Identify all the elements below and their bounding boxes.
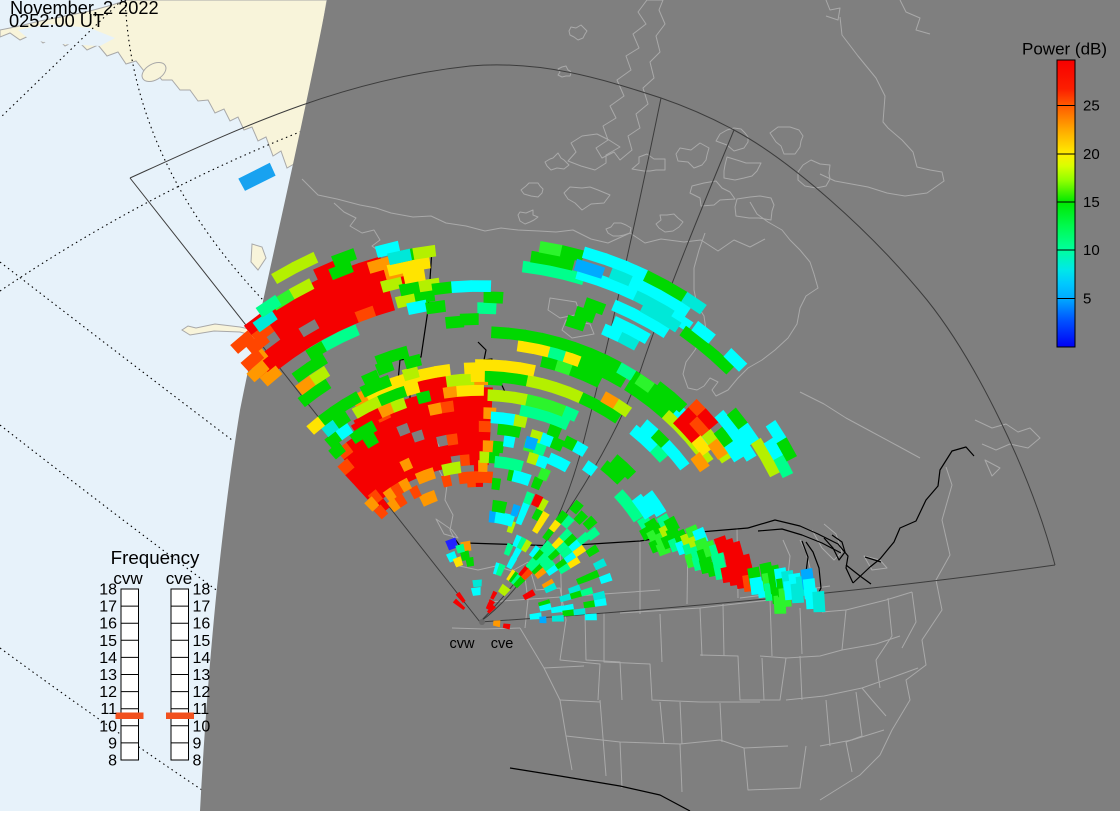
svg-text:17: 17 (193, 599, 211, 616)
svg-text:8: 8 (193, 753, 202, 770)
svg-text:14: 14 (193, 650, 211, 667)
svg-text:13: 13 (99, 667, 117, 684)
svg-text:18: 18 (99, 582, 117, 599)
svg-text:10: 10 (99, 718, 117, 735)
svg-text:Frequency: Frequency (111, 547, 200, 568)
svg-text:cvw: cvw (450, 636, 476, 652)
svg-text:8: 8 (108, 753, 117, 770)
svg-text:16: 16 (99, 616, 117, 633)
svg-text:15: 15 (99, 633, 117, 650)
svg-text:cve: cve (491, 636, 514, 652)
svg-text:November, 2 2022: November, 2 2022 (10, 0, 159, 18)
svg-text:14: 14 (99, 650, 117, 667)
svg-text:12: 12 (193, 684, 211, 701)
svg-text:10: 10 (193, 718, 211, 735)
svg-text:12: 12 (99, 684, 117, 701)
svg-text:9: 9 (193, 735, 202, 752)
svg-text:13: 13 (193, 667, 211, 684)
svg-text:20: 20 (1083, 146, 1100, 163)
svg-text:16: 16 (193, 616, 211, 633)
svg-text:15: 15 (1083, 194, 1100, 211)
svg-text:25: 25 (1083, 98, 1100, 115)
svg-text:cvw: cvw (113, 569, 143, 588)
svg-text:Power (dB): Power (dB) (1022, 40, 1107, 59)
svg-text:11: 11 (100, 701, 117, 718)
svg-text:10: 10 (1083, 242, 1100, 259)
svg-text:9: 9 (108, 735, 117, 752)
svg-text:18: 18 (193, 582, 211, 599)
svg-text:5: 5 (1083, 291, 1091, 308)
svg-text:17: 17 (99, 599, 117, 616)
svg-text:11: 11 (193, 701, 210, 718)
svg-text:cve: cve (166, 569, 192, 588)
svg-text:15: 15 (193, 633, 211, 650)
svg-text:0252:00 UT: 0252:00 UT (9, 11, 104, 31)
